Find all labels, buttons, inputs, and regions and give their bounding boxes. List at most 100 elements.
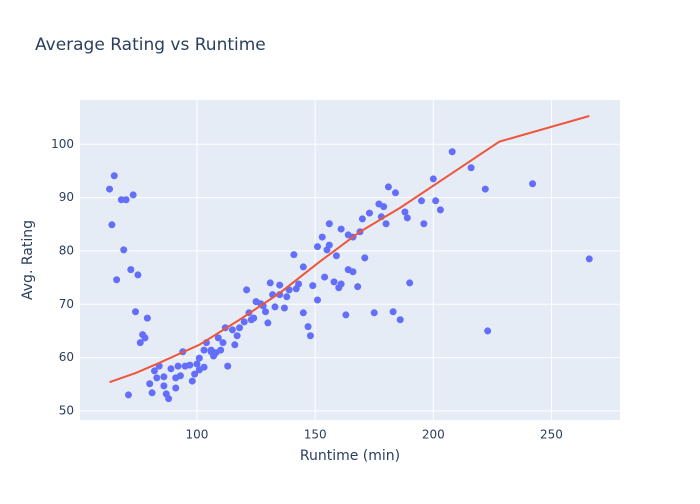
scatter-point (391, 189, 399, 197)
scatter-point (146, 380, 154, 388)
scatter-point (380, 203, 388, 211)
scatter-point (224, 362, 232, 370)
scatter-point (330, 278, 338, 286)
scatter-point (337, 280, 345, 288)
x-axis-label: Runtime (min) (300, 448, 400, 464)
scatter-point (299, 263, 307, 271)
scatter-point (358, 215, 366, 223)
scatter-point (365, 209, 373, 217)
scatter-point (243, 286, 251, 294)
scatter-point (176, 372, 184, 380)
scatter-point (309, 282, 317, 290)
scatter-point (236, 324, 244, 332)
scatter-point (304, 323, 312, 331)
scatter-point (134, 271, 142, 279)
scatter-point (186, 361, 194, 369)
x-tick-label: 200 (422, 428, 445, 442)
scatter-point (113, 276, 121, 284)
scatter-point (318, 233, 326, 241)
scatter-point (481, 185, 489, 193)
scatter-point (200, 363, 208, 371)
scatter-point (403, 214, 411, 222)
scatter-point (195, 354, 203, 362)
y-tick-label: 70 (59, 297, 74, 311)
scatter-point (280, 304, 288, 312)
scatter-point (276, 281, 284, 289)
scatter-point (191, 370, 199, 378)
scatter-point (306, 332, 314, 340)
scatter-point (108, 221, 116, 229)
scatter-point (332, 252, 340, 260)
scatter-point (160, 373, 168, 381)
scatter-point (384, 183, 392, 191)
scatter-point (389, 308, 397, 316)
scatter-point (290, 251, 298, 259)
scatter-point (370, 309, 378, 317)
scatter-point (217, 346, 225, 354)
scatter-point (124, 391, 132, 399)
scatter-point (250, 314, 258, 322)
y-tick-label: 90 (59, 190, 74, 204)
scatter-point (314, 243, 322, 251)
scatter-point (432, 197, 440, 205)
scatter-point (321, 273, 329, 281)
scatter-point (585, 255, 593, 263)
scatter-point (214, 334, 222, 342)
scatter-point (129, 191, 137, 199)
scatter-point (448, 148, 456, 156)
scatter-point (136, 339, 144, 347)
scatter-point (406, 279, 414, 287)
scatter-point (240, 318, 248, 326)
scatter-point (420, 220, 428, 228)
scatter-point (271, 303, 279, 311)
scatter-point (127, 266, 135, 274)
scatter-point (484, 327, 492, 335)
scatter-point (160, 382, 168, 390)
scatter-point (228, 326, 236, 334)
scatter-point (148, 389, 156, 397)
scatter-point (429, 175, 437, 183)
scatter-point (417, 197, 425, 205)
scatter-point (233, 332, 241, 340)
scatter-point (264, 319, 272, 327)
scatter-point (200, 346, 208, 354)
scatter-point (342, 311, 350, 319)
scatter-point (132, 308, 140, 316)
scatter-point (467, 164, 475, 172)
scatter-point (382, 220, 390, 228)
scatter-point (172, 384, 180, 392)
scatter-point (295, 280, 303, 288)
scatter-point (325, 241, 333, 249)
scatter-point (361, 254, 369, 262)
scatter-point (193, 360, 201, 368)
y-tick-label: 100 (51, 137, 74, 151)
scatter-point (299, 309, 307, 317)
y-tick-label: 50 (59, 403, 74, 417)
scatter-point (262, 308, 270, 316)
scatter-point (174, 362, 182, 370)
scatter-point (283, 293, 291, 301)
scatter-point (122, 196, 130, 204)
y-tick-label: 60 (59, 350, 74, 364)
trend-line (109, 115, 590, 384)
y-axis-label: Avg. Rating (20, 220, 36, 300)
plot-area (80, 100, 620, 420)
scatter-point (219, 339, 227, 347)
scatter-point (401, 208, 409, 216)
scatter-point (150, 367, 158, 375)
scatter-point (167, 365, 175, 373)
scatter-point (110, 172, 118, 180)
scatter-point (337, 225, 345, 233)
scatter-point (529, 180, 537, 188)
scatter-point (266, 279, 274, 287)
scatter-point (188, 377, 196, 385)
scatter-point (106, 185, 114, 193)
y-tick-label: 80 (59, 243, 74, 257)
scatter-point (354, 283, 362, 291)
x-tick-label: 150 (304, 428, 327, 442)
chart-title: Average Rating vs Runtime (35, 35, 266, 55)
scatter-point (141, 334, 149, 342)
scatter-point (349, 268, 357, 276)
scatter-point (396, 316, 404, 324)
